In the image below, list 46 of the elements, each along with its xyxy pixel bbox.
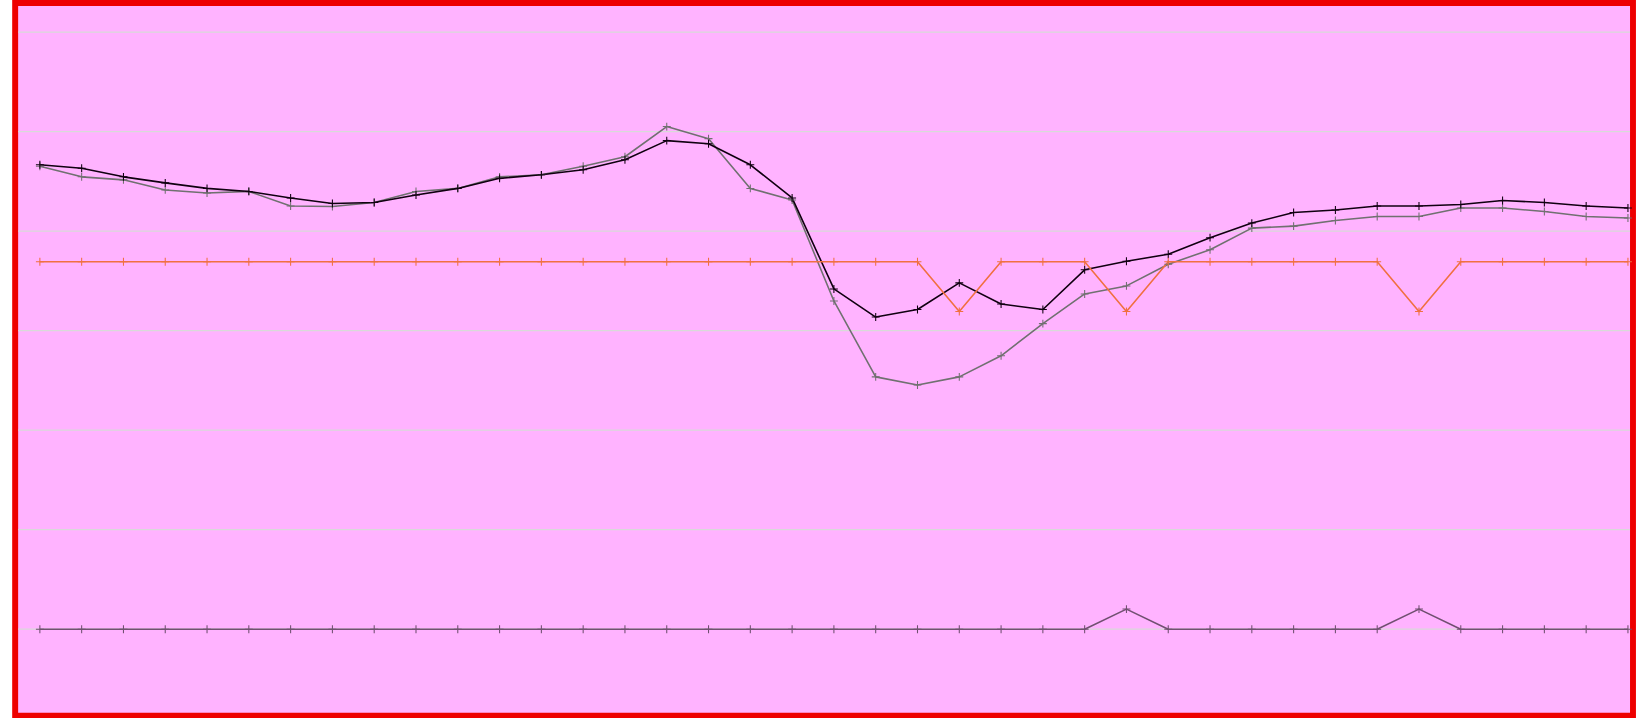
point [1038,624,1048,634]
point [1205,244,1215,254]
point [1205,257,1215,266]
point [1121,281,1131,291]
point [1289,221,1299,231]
point [286,201,296,211]
point [411,257,421,266]
point [620,257,630,266]
point [1247,223,1257,233]
point [1498,203,1508,213]
point [996,299,1006,309]
point [411,624,421,634]
point [787,257,797,266]
point [160,178,170,188]
point [954,372,964,382]
point [829,284,839,294]
point [1414,306,1424,316]
point [286,193,296,203]
point [202,624,212,634]
point [1414,201,1424,211]
point [829,296,839,306]
point [1414,604,1424,614]
point [1038,318,1048,328]
point [1080,289,1090,299]
point [1038,304,1048,314]
point [829,624,839,634]
point [1205,624,1215,634]
point [996,624,1006,634]
point [954,278,964,288]
point [871,372,881,382]
point [1247,218,1257,228]
point [829,257,839,266]
point [996,351,1006,360]
point [1121,604,1131,614]
point [1330,205,1340,215]
point [202,257,212,266]
point [871,312,881,322]
point [996,257,1006,266]
point [913,380,922,390]
point [1038,257,1048,266]
point [620,624,630,634]
point [1205,232,1215,242]
point [160,185,170,195]
point [787,624,797,634]
point [1581,201,1591,211]
point [1372,201,1382,211]
